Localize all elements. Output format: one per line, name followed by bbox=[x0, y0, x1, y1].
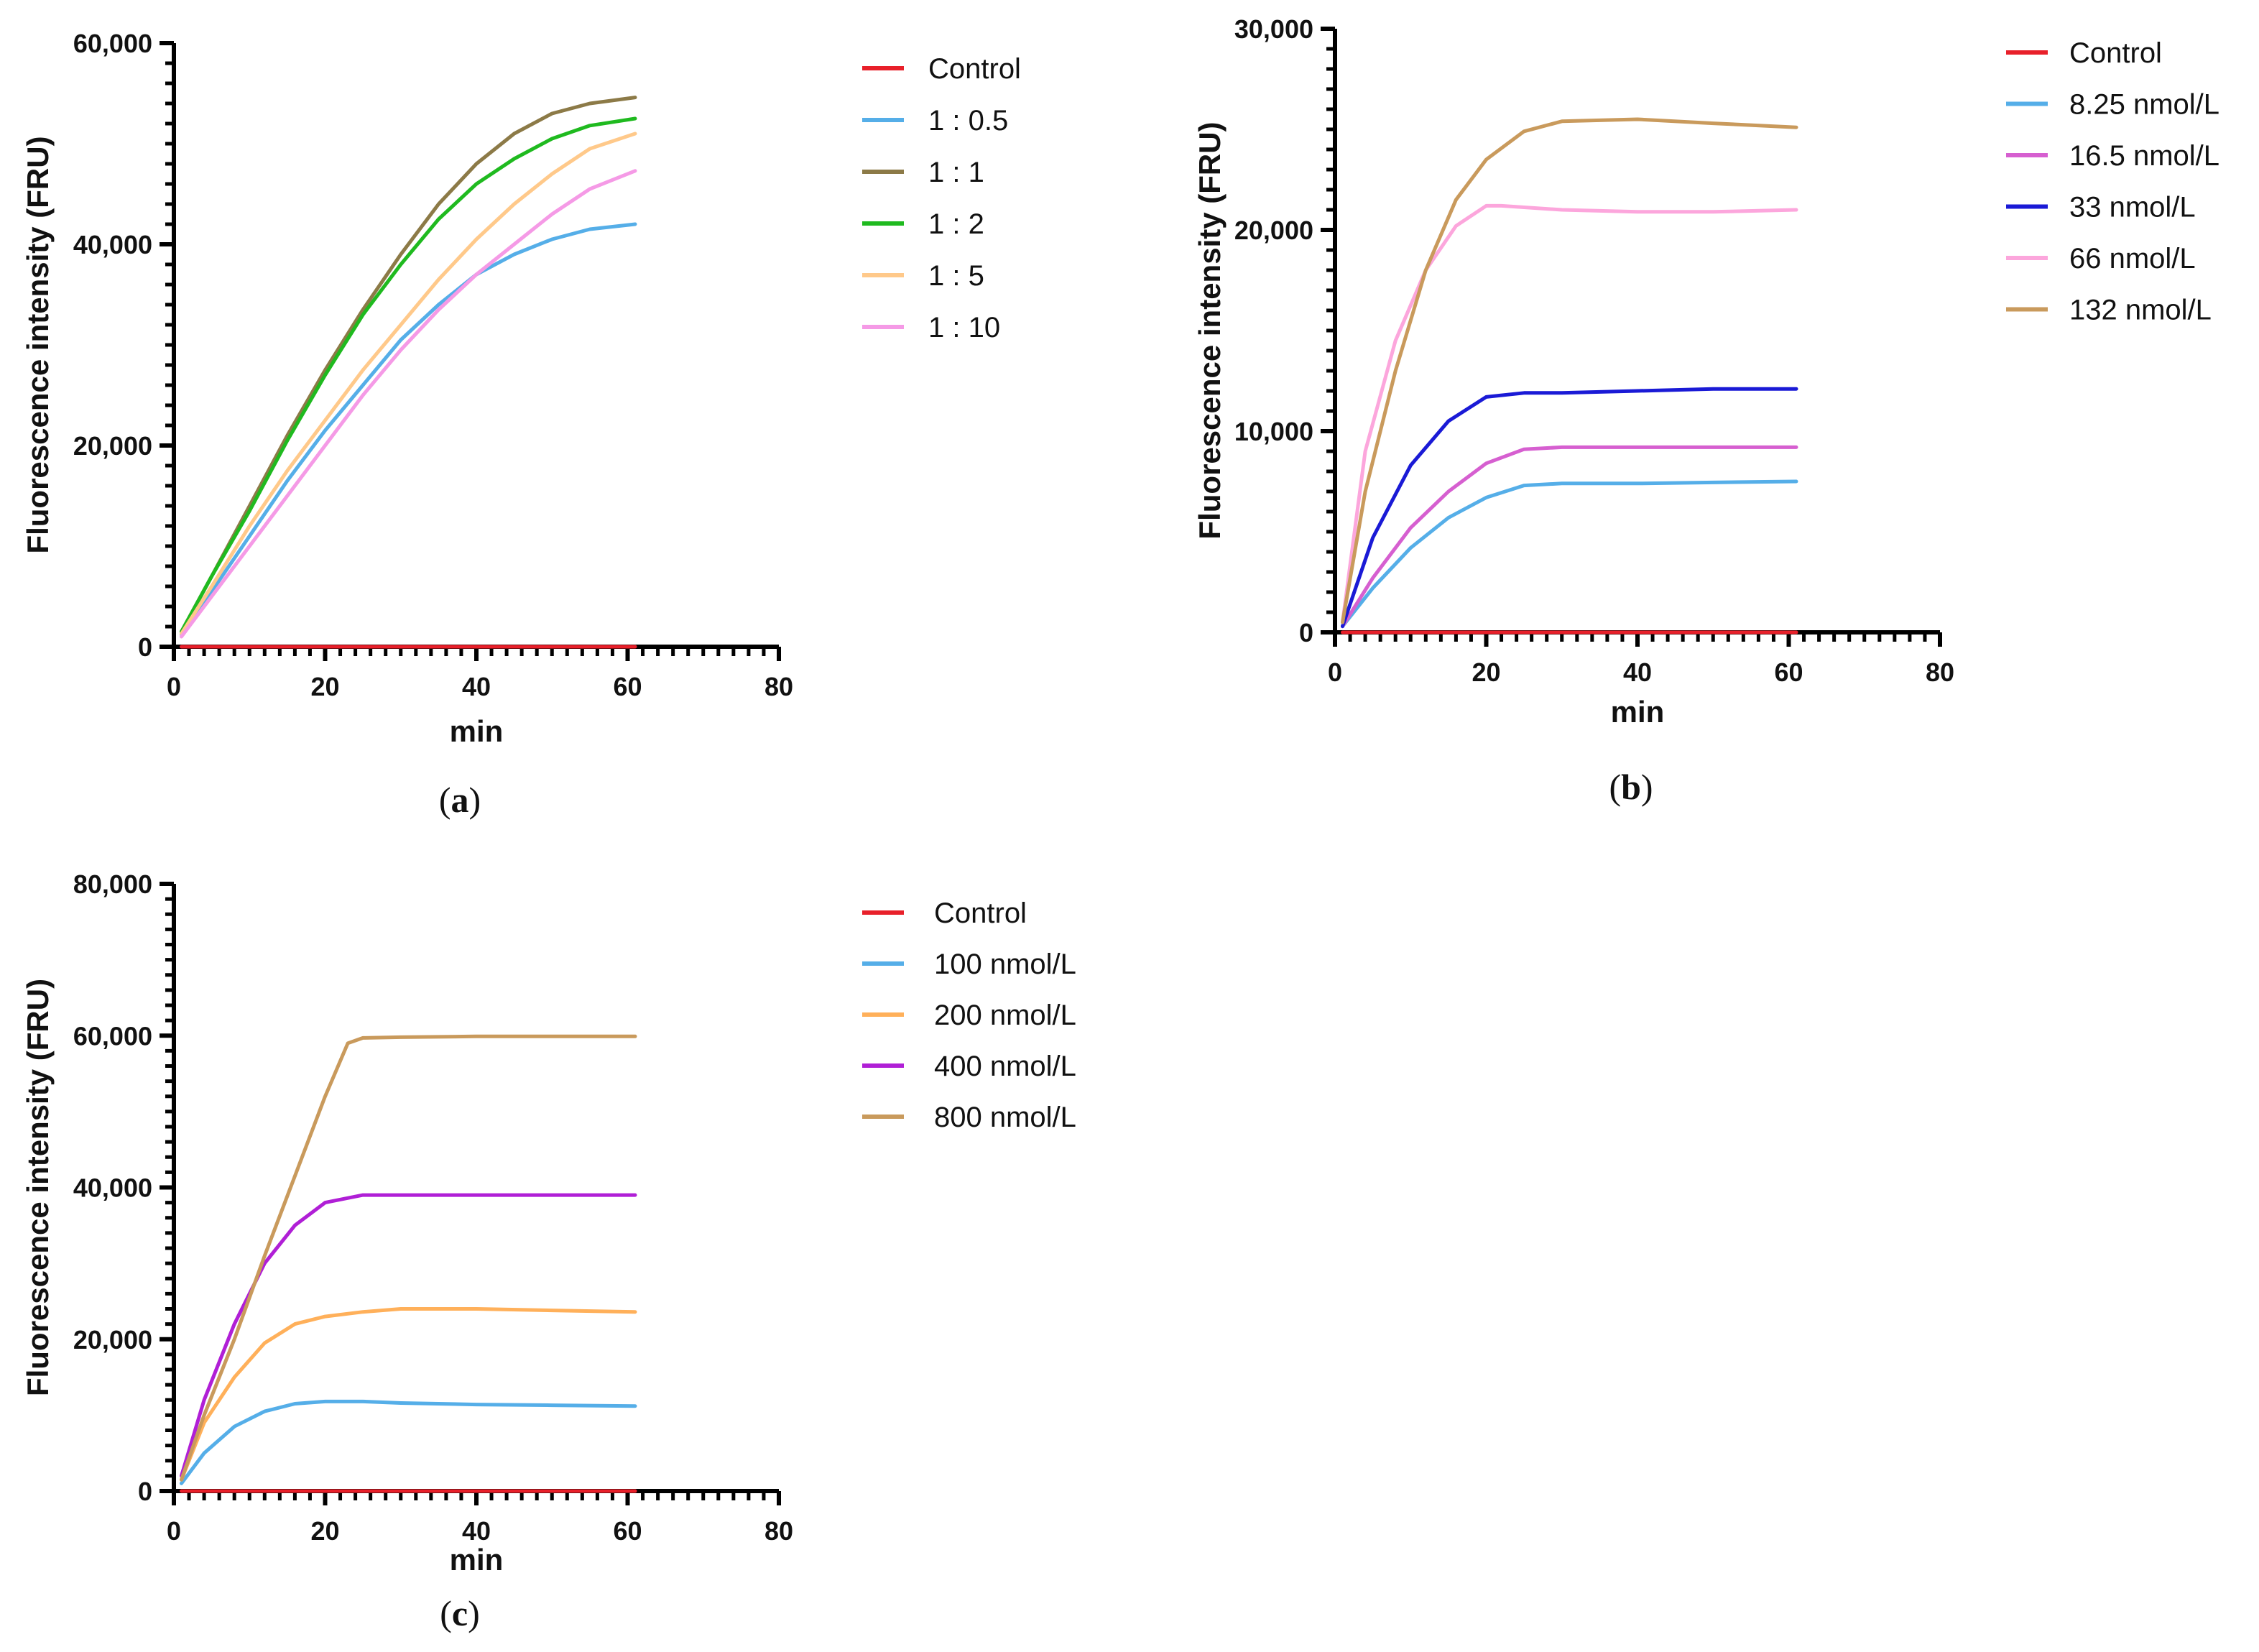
series-line-5 bbox=[180, 169, 637, 639]
x-axis-title: min bbox=[1611, 695, 1665, 729]
x-tick-label: 80 bbox=[764, 672, 793, 701]
series-line-3 bbox=[1341, 387, 1798, 629]
series-line-4 bbox=[180, 131, 637, 636]
series-line-1 bbox=[180, 222, 637, 637]
x-tick-label: 40 bbox=[462, 1516, 491, 1546]
x-tick-label: 80 bbox=[1926, 657, 1954, 687]
y-tick-label: 10,000 bbox=[1234, 417, 1313, 446]
chart-panel-c: 0 20 40 60 80 0 20,000 40,000 60,000 80,000 min Flu… bbox=[21, 869, 1076, 1577]
series-line-1 bbox=[180, 1399, 637, 1485]
series-line-2 bbox=[180, 96, 637, 634]
legend-label: Control bbox=[928, 53, 1021, 85]
legend-label: 1 : 0.5 bbox=[928, 105, 1008, 137]
series-line-3 bbox=[180, 1193, 637, 1478]
chart-panel-b: 0 20 40 60 80 0 10,000 20,000 30,000 min Fluoresce… bbox=[1193, 14, 2219, 729]
legend-label: 1 : 1 bbox=[928, 157, 984, 188]
y-tick-label: 40,000 bbox=[73, 230, 152, 259]
x-tick-label: 60 bbox=[1774, 657, 1803, 687]
legend-label: 1 : 5 bbox=[928, 260, 984, 292]
series-line-3 bbox=[180, 116, 637, 634]
series-line-4 bbox=[1341, 203, 1798, 624]
legend-label: 1 : 2 bbox=[928, 208, 984, 240]
y-tick-label: 20,000 bbox=[73, 431, 152, 461]
x-tick-label: 60 bbox=[613, 1516, 642, 1546]
y-tick-label: 60,000 bbox=[73, 1021, 152, 1051]
legend-label: 400 nmol/L bbox=[934, 1051, 1076, 1082]
series-line-2 bbox=[180, 1307, 637, 1482]
legend-label: 100 nmol/L bbox=[934, 949, 1076, 980]
x-tick-label: 40 bbox=[1623, 657, 1652, 687]
x-tick-label: 40 bbox=[462, 672, 491, 701]
legend-label: 800 nmol/L bbox=[934, 1102, 1076, 1133]
series-line-2 bbox=[1341, 445, 1798, 629]
x-tick-label: 60 bbox=[613, 672, 642, 701]
y-tick-label: 0 bbox=[138, 1477, 152, 1506]
y-tick-label: 30,000 bbox=[1234, 14, 1313, 44]
legend-label: 8.25 nmol/L bbox=[2069, 89, 2219, 121]
y-axis-title: Fluorescence intensity (FRU) bbox=[21, 979, 55, 1396]
panel-label-c: (c) bbox=[440, 1593, 480, 1633]
chart-panel-a: 0 20 40 60 80 0 20,000 40,000 60,000 min Fluoresce… bbox=[21, 29, 1021, 748]
x-axis-title: min bbox=[450, 714, 504, 748]
legend-label: 16.5 nmol/L bbox=[2069, 140, 2219, 172]
x-tick-label: 20 bbox=[310, 1516, 339, 1546]
panel-label-a: (a) bbox=[439, 780, 481, 820]
series-line-4 bbox=[180, 1034, 637, 1482]
legend-label: Control bbox=[934, 897, 1027, 929]
x-axis-title: min bbox=[450, 1543, 504, 1577]
legend-label: 1 : 10 bbox=[928, 312, 1000, 343]
y-tick-label: 20,000 bbox=[1234, 216, 1313, 245]
series-line-1 bbox=[1341, 479, 1798, 629]
legend-label: 132 nmol/L bbox=[2069, 295, 2212, 326]
y-tick-label: 60,000 bbox=[73, 29, 152, 58]
x-tick-label: 0 bbox=[167, 672, 181, 701]
x-tick-label: 0 bbox=[1328, 657, 1342, 687]
y-tick-label: 0 bbox=[138, 632, 152, 662]
x-tick-label: 0 bbox=[167, 1516, 181, 1546]
y-tick-label: 40,000 bbox=[73, 1173, 152, 1203]
legend-label: 33 nmol/L bbox=[2069, 192, 2196, 223]
y-tick-label: 0 bbox=[1299, 618, 1313, 647]
series-line-5 bbox=[1341, 117, 1798, 624]
legend-label: Control bbox=[2069, 37, 2162, 69]
y-axis-title: Fluorescence intensity (FRU) bbox=[21, 136, 55, 553]
x-tick-label: 20 bbox=[310, 672, 339, 701]
y-tick-label: 20,000 bbox=[73, 1325, 152, 1355]
y-axis-title: Fluorescence intensity (FRU) bbox=[1193, 121, 1226, 539]
legend-label: 200 nmol/L bbox=[934, 1000, 1076, 1031]
y-tick-label: 80,000 bbox=[73, 869, 152, 899]
legend-label: 66 nmol/L bbox=[2069, 243, 2196, 274]
x-tick-label: 20 bbox=[1472, 657, 1500, 687]
panel-label-b: (b) bbox=[1609, 767, 1653, 807]
x-tick-label: 80 bbox=[764, 1516, 793, 1546]
